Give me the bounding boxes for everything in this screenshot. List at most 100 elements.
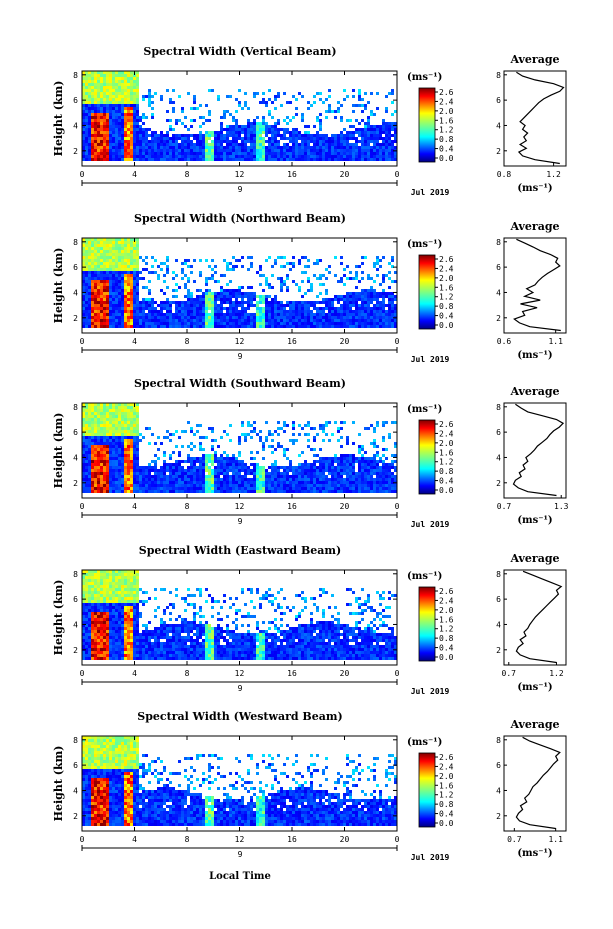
colorbar-tick-label: 2.0 [439, 606, 454, 615]
heatmap-field [82, 403, 397, 493]
average-title: Average [509, 385, 559, 398]
average-y-tick-label: 4 [496, 620, 501, 629]
average-frame [503, 569, 567, 666]
colorbar-tick-label: 0.0 [439, 819, 454, 828]
colorbar-tick-label: 1.2 [439, 126, 454, 135]
x-tick-label: 12 [235, 502, 245, 511]
colorbar-tick-label: 1.2 [439, 458, 454, 467]
colorbar-tick-label: 1.6 [439, 116, 454, 125]
colorbar: (ms⁻¹) 2.62.42.01.61.20.80.40.0 [407, 737, 454, 828]
x-tick-label: 20 [340, 170, 350, 179]
y-tick-label: 2 [73, 147, 78, 156]
colorbar-tick-label: 2.0 [439, 274, 454, 283]
x-tick-label: 0 [80, 669, 85, 678]
panel-0: Spectral Width (Vertical Beam)0 4 8 12 16 20 0… [52, 45, 567, 197]
panel-1: Spectral Width (Northward Beam)0 4 8 12 16 20… [52, 212, 567, 364]
y-axis-label: Height (km) [52, 248, 65, 324]
y-tick-label: 6 [73, 263, 78, 272]
y-ticks: 2 4 6 8 [73, 238, 397, 323]
average-title: Average [509, 53, 559, 66]
date-label: Jul 2019 [411, 853, 450, 862]
y-tick-label: 2 [73, 812, 78, 821]
average-x-tick-label: 0.8 [497, 170, 512, 179]
average-y-tick-label: 8 [496, 238, 501, 247]
x-tick-label: 16 [287, 502, 297, 511]
y-tick-label: 4 [73, 786, 78, 795]
colorbar-tick-label: 2.4 [439, 97, 454, 106]
colorbar-tick-label: 0.0 [439, 321, 454, 330]
colorbar-tick-label: 0.8 [439, 135, 454, 144]
y-axis-label: Height (km) [52, 746, 65, 822]
x-tick-label: 0 [395, 835, 400, 844]
date-strip: 9 Jul 2019 [81, 512, 450, 529]
average-y-tick-label: 6 [496, 761, 501, 770]
x-tick-label: 4 [132, 835, 137, 844]
heatmap-field [82, 570, 397, 660]
average-y-tick-label: 8 [496, 403, 501, 412]
average-y-tick-label: 8 [496, 570, 501, 579]
panel-title: Spectral Width (Southward Beam) [134, 377, 346, 390]
heatmap-field [82, 736, 397, 826]
y-tick-label: 2 [73, 646, 78, 655]
x-ticks: 0 4 8 12 16 20 0 [80, 238, 400, 346]
average-x-label: (ms⁻¹) [517, 515, 552, 526]
colorbar-gradient [418, 419, 436, 495]
y-ticks: 2 4 6 8 [73, 71, 397, 156]
average-y-tick-label: 2 [496, 147, 501, 156]
average-x-tick-label: 0.7 [502, 669, 517, 678]
colorbar: (ms⁻¹) 2.62.42.01.61.20.80.40.0 [407, 571, 454, 662]
y-axis-label: Height (km) [52, 413, 65, 489]
y-tick-label: 4 [73, 121, 78, 130]
colorbar-unit: (ms⁻¹) [407, 737, 442, 748]
colorbar-tick-label: 2.0 [439, 107, 454, 116]
colorbar-tick-label: 0.8 [439, 634, 454, 643]
average-x-tick-label: 1.1 [548, 835, 563, 844]
date-label: Jul 2019 [411, 188, 450, 197]
colorbar-tick-label: 2.6 [439, 255, 454, 264]
panels-group: Spectral Width (Vertical Beam)0 4 8 12 16 20 0… [52, 45, 569, 862]
colorbar-tick-label: 0.8 [439, 800, 454, 809]
colorbar-gradient [418, 254, 436, 330]
y-tick-label: 8 [73, 403, 78, 412]
x-tick-label: 0 [395, 669, 400, 678]
x-tick-label: 20 [340, 669, 350, 678]
y-axis-label: Height (km) [52, 81, 65, 157]
colorbar-tick-label: 0.4 [439, 644, 454, 653]
date-strip: 9 Jul 2019 [81, 679, 449, 696]
average-x-label: (ms⁻¹) [517, 848, 552, 859]
day-label: 9 [238, 850, 243, 859]
average-profile: Average 2 4 6 8 0.7 1.2 (ms⁻¹) [496, 552, 567, 693]
average-title: Average [509, 718, 559, 731]
y-tick-label: 6 [73, 428, 78, 437]
x-tick-label: 16 [287, 170, 297, 179]
x-tick-label: 4 [132, 337, 137, 346]
heatmap-field [82, 71, 397, 161]
x-tick-label: 8 [185, 337, 190, 346]
colorbar-tick-label: 0.0 [439, 653, 454, 662]
average-profile: Average 2 4 6 8 0.8 1.2 (ms⁻¹) [496, 53, 567, 194]
y-tick-label: 8 [73, 570, 78, 579]
average-y-tick-label: 4 [496, 288, 501, 297]
day-label: 9 [238, 185, 243, 194]
colorbar-tick-label: 0.8 [439, 302, 454, 311]
date-strip: 9 Jul 2019 [81, 845, 450, 862]
y-ticks: 2 4 6 8 [73, 570, 397, 655]
average-y-tick-label: 2 [496, 314, 501, 323]
colorbar-tick-label: 0.8 [439, 467, 454, 476]
date-label: Jul 2019 [411, 520, 450, 529]
colorbar-tick-label: 1.2 [439, 791, 454, 800]
colorbar: (ms⁻¹) 2.62.42.01.61.20.80.40.0 [407, 72, 454, 163]
colorbar-unit: (ms⁻¹) [407, 239, 442, 250]
x-tick-label: 4 [132, 502, 137, 511]
colorbar-gradient [418, 87, 436, 163]
y-tick-label: 4 [73, 288, 78, 297]
x-tick-label: 20 [340, 502, 350, 511]
colorbar-tick-label: 2.6 [439, 753, 454, 762]
average-series-line [516, 71, 565, 165]
average-x-tick-label: 1.2 [549, 669, 564, 678]
average-y-tick-label: 8 [496, 71, 501, 80]
y-tick-label: 6 [73, 761, 78, 770]
average-series-line [512, 403, 565, 497]
average-x-label: (ms⁻¹) [517, 350, 552, 361]
colorbar-tick-label: 1.6 [439, 448, 454, 457]
